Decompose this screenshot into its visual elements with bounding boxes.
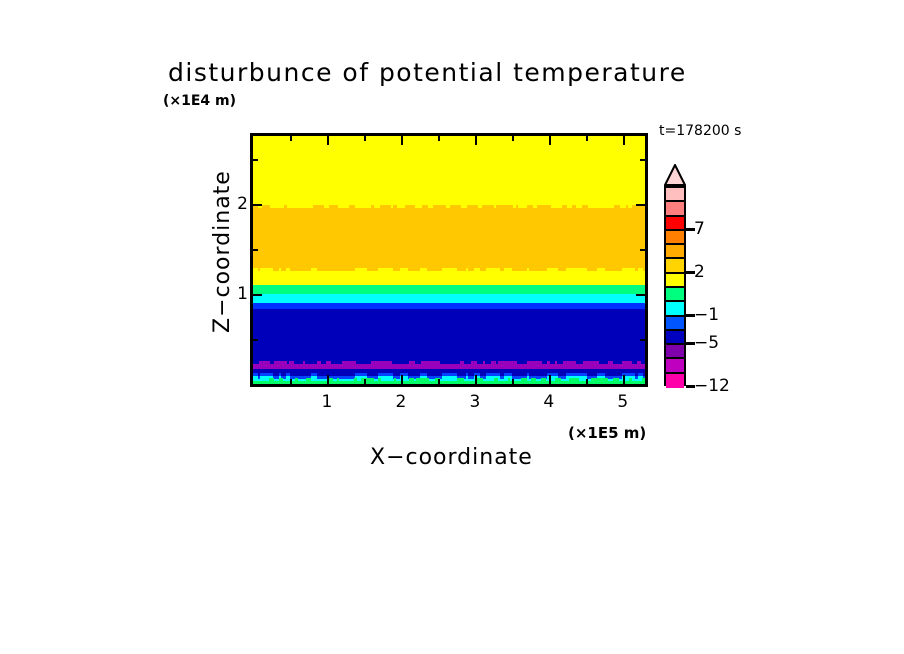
- x-axis-title: X−coordinate: [370, 445, 533, 470]
- x-tick-major-top: [326, 136, 329, 145]
- x-tick-major-top: [474, 136, 477, 145]
- layer-interface-purple-filament: [253, 361, 645, 366]
- colorbar-tick: [686, 227, 695, 231]
- plot-frame: [250, 133, 648, 387]
- colorbar-tick: [686, 313, 695, 317]
- colorbar-tick-label: −1: [694, 304, 720, 325]
- heatmap-layer-blue: [253, 302, 645, 310]
- page-title: disturbunce of potential temperature: [168, 58, 687, 87]
- x-tick-minor: [437, 379, 440, 384]
- x-tick-major: [326, 375, 329, 384]
- heatmap-layers: [253, 136, 645, 384]
- x-tick-label: 4: [543, 392, 555, 412]
- colorbar-tick-label: −12: [694, 376, 730, 396]
- x-tick-minor: [289, 379, 292, 384]
- colorbar-tick: [686, 342, 695, 346]
- colorbar-tick-label: −5: [694, 333, 720, 354]
- x-tick-minor-top: [511, 136, 514, 141]
- y-tick-major: [253, 293, 262, 296]
- colorbar-band: [666, 359, 684, 374]
- colorbar-band: [666, 345, 684, 360]
- colorbar-tick-labels: 7 2 −1 −5 −12: [694, 186, 754, 396]
- colorbar-tick: [686, 385, 695, 388]
- x-tick-label: 5: [617, 392, 629, 412]
- heatmap-layer-cyan: [253, 293, 645, 303]
- y-tick-minor-right: [640, 338, 645, 341]
- x-tick-minor: [585, 379, 588, 384]
- colorbar-tick-label: 7: [694, 218, 705, 239]
- colorbar-band: [666, 259, 684, 274]
- layer-interface-mid-yellow: [253, 268, 645, 273]
- colorbar-band: [666, 330, 684, 346]
- heatmap-layer-upper-yellow: [253, 136, 645, 209]
- y-tick-minor-right: [640, 158, 645, 161]
- colorbar-band: [666, 230, 684, 246]
- x-tick-label: 3: [469, 392, 481, 412]
- y-tick-label: 2: [237, 193, 248, 214]
- y-tick-label: 1: [237, 283, 248, 304]
- colorbar-band: [666, 188, 684, 203]
- x-tick-minor-top: [437, 136, 440, 141]
- heatmap-layer-purple-filament: [253, 364, 645, 369]
- layer-interface-lower-green: [253, 377, 645, 382]
- x-tick-label: 1: [321, 392, 333, 412]
- colorbar-bands: [664, 186, 686, 388]
- colorbar-band: [666, 316, 684, 331]
- x-tick-minor: [511, 379, 514, 384]
- heatmap-layer-green: [253, 284, 645, 294]
- x-tick-major: [622, 375, 625, 384]
- y-tick-minor: [253, 248, 258, 251]
- heatmap-layer-amber: [253, 208, 645, 272]
- colorbar-band: [666, 288, 684, 303]
- colorbar-band: [666, 302, 684, 317]
- y-tick-minor: [253, 338, 258, 341]
- x-tick-major-top: [548, 136, 551, 145]
- x-tick-minor-top: [363, 136, 366, 141]
- layer-interface-amber: [253, 205, 645, 210]
- colorbar-band: [666, 273, 684, 288]
- colorbar-band: [666, 202, 684, 217]
- x-tick-major: [474, 375, 477, 384]
- x-tick-label: 2: [395, 392, 407, 412]
- y-tick-major: [253, 203, 262, 206]
- colorbar-tick: [686, 270, 695, 274]
- x-tick-minor-top: [289, 136, 292, 141]
- y-tick-minor-right: [640, 248, 645, 251]
- colorbar-band: [666, 245, 684, 260]
- y-tick-major-right: [636, 293, 645, 296]
- y-tick-major-right: [636, 203, 645, 206]
- x-tick-major: [400, 375, 403, 384]
- colorbar-band: [666, 373, 684, 388]
- heatmap-layer-mid-yellow: [253, 271, 645, 285]
- x-tick-major-top: [400, 136, 403, 145]
- x-units-annotation: (×1E5 m): [568, 424, 647, 442]
- plot-area: Z−coordinate: [210, 133, 648, 387]
- colorbar-tick-label: 2: [694, 261, 705, 282]
- colorbar-band: [666, 216, 684, 231]
- x-tick-major: [548, 375, 551, 384]
- heatmap-layer-lower-green: [253, 380, 645, 384]
- y-tick-minor: [253, 158, 258, 161]
- x-tick-minor-top: [585, 136, 588, 141]
- timestamp-annotation: t=178200 s: [659, 123, 742, 139]
- colorbar-extend-arrow-icon: [664, 164, 686, 186]
- layer-interface-lower-blue: [253, 372, 645, 377]
- x-tick-minor: [363, 379, 366, 384]
- colorbar-tick-marks: [686, 186, 696, 388]
- colorbar: 7 2 −1 −5 −12: [664, 164, 730, 396]
- x-tick-major-top: [622, 136, 625, 145]
- y-units-annotation: (×1E4 m): [163, 93, 237, 109]
- x-tick-labels: 1 2 3 4 5: [250, 392, 648, 416]
